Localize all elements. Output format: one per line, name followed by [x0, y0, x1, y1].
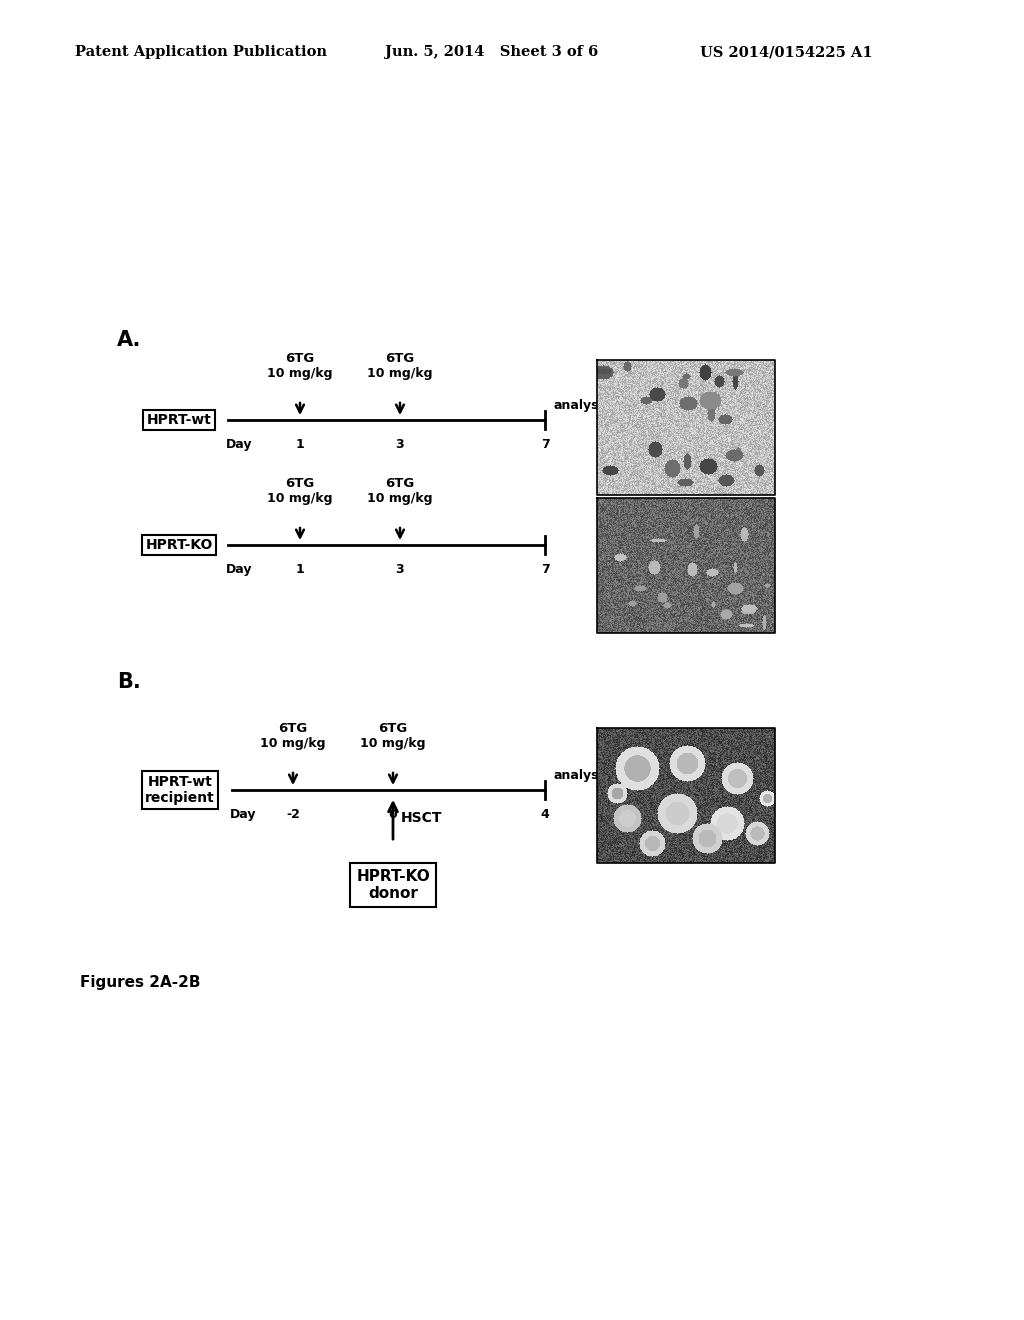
Text: 10 mg/kg: 10 mg/kg — [260, 737, 326, 750]
Text: 3: 3 — [395, 438, 404, 451]
Text: -2: -2 — [286, 808, 300, 821]
Text: 10 mg/kg: 10 mg/kg — [267, 492, 333, 506]
Text: analysis: analysis — [553, 770, 610, 781]
Text: 10 mg/kg: 10 mg/kg — [368, 367, 433, 380]
Text: 10 mg/kg: 10 mg/kg — [267, 367, 333, 380]
Text: 7: 7 — [541, 438, 549, 451]
Text: HPRT-wt
recipient: HPRT-wt recipient — [145, 775, 215, 805]
Text: 10 mg/kg: 10 mg/kg — [360, 737, 426, 750]
Text: Day: Day — [226, 564, 253, 576]
Text: 6TG: 6TG — [279, 722, 307, 735]
Text: HPRT-KO: HPRT-KO — [145, 539, 213, 552]
Text: US 2014/0154225 A1: US 2014/0154225 A1 — [700, 45, 872, 59]
Text: Day: Day — [230, 808, 256, 821]
Text: HPRT-KO
donor: HPRT-KO donor — [356, 869, 430, 902]
Text: HSCT: HSCT — [401, 810, 442, 825]
Text: 6TG: 6TG — [379, 722, 408, 735]
Text: 4: 4 — [541, 808, 549, 821]
Text: 0: 0 — [389, 808, 397, 821]
Text: analysis: analysis — [553, 399, 610, 412]
Text: B.: B. — [117, 672, 140, 692]
Text: Patent Application Publication: Patent Application Publication — [75, 45, 327, 59]
Text: 6TG: 6TG — [286, 352, 314, 366]
Text: 3: 3 — [395, 564, 404, 576]
Text: 6TG: 6TG — [286, 477, 314, 490]
Text: HPRT-wt: HPRT-wt — [146, 413, 211, 426]
Text: 10 mg/kg: 10 mg/kg — [368, 492, 433, 506]
Text: Day: Day — [226, 438, 253, 451]
Text: Jun. 5, 2014   Sheet 3 of 6: Jun. 5, 2014 Sheet 3 of 6 — [385, 45, 598, 59]
Text: 1: 1 — [296, 438, 304, 451]
Text: 7: 7 — [541, 564, 549, 576]
Text: 6TG: 6TG — [385, 477, 415, 490]
Text: Figures 2A-2B: Figures 2A-2B — [80, 975, 201, 990]
Text: 6TG: 6TG — [385, 352, 415, 366]
Text: A.: A. — [117, 330, 141, 350]
Text: 1: 1 — [296, 564, 304, 576]
